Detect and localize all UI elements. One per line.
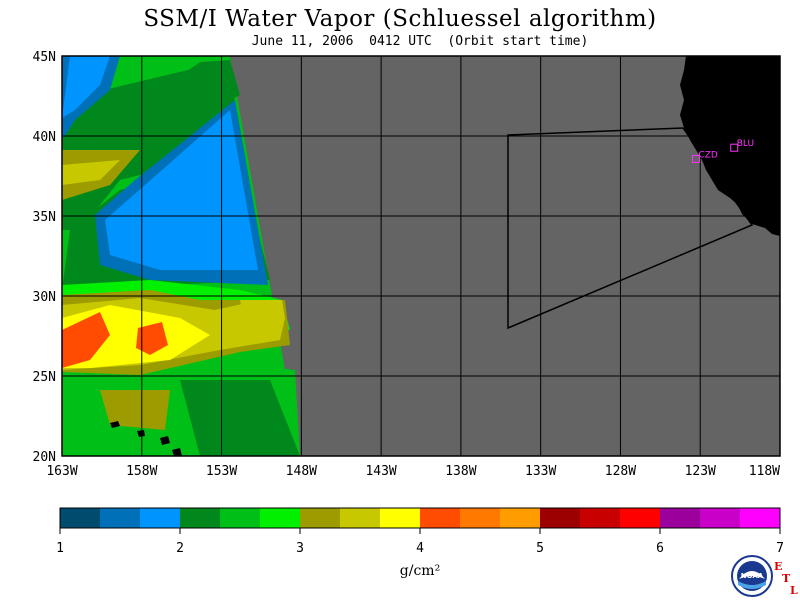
map-title: SSM/I Water Vapor (Schluessel algorithm)	[143, 6, 657, 32]
etl-logo: E T L	[772, 560, 800, 598]
colorbar-tick-label: 4	[416, 541, 424, 556]
lon-axis-labels: 163W 158W 153W 148W 143W 138W 133W 128W 123W 118W	[46, 464, 780, 479]
colorbar	[59, 507, 781, 529]
lat-tick-label: 20N	[33, 450, 56, 465]
colorbar-swatch	[580, 508, 621, 528]
study-region-outline	[507, 127, 754, 330]
colorbar-swatch	[60, 508, 101, 528]
colorbar-tick-label: 3	[296, 541, 304, 556]
colorbar-swatch	[140, 508, 181, 528]
colorbar-swatch	[500, 508, 541, 528]
colorbar-tick-label: 6	[656, 541, 664, 556]
colorbar-swatch	[700, 508, 741, 528]
colorbar-swatch	[740, 508, 781, 528]
lon-tick-label: 148W	[286, 464, 317, 479]
lon-tick-label: 123W	[685, 464, 716, 479]
colorbar-tick-label: 1	[56, 541, 64, 556]
north-america-land	[680, 56, 780, 236]
lon-tick-label: 128W	[605, 464, 636, 479]
lon-tick-label: 118W	[749, 464, 780, 479]
lon-tick-label: 138W	[445, 464, 476, 479]
lat-tick-label: 45N	[33, 50, 56, 65]
colorbar-swatch	[460, 508, 501, 528]
lat-tick-label: 30N	[33, 290, 56, 305]
noaa-logo-text: NOAA	[741, 572, 764, 580]
colorbar-swatch	[340, 508, 381, 528]
colorbar-swatch	[220, 508, 261, 528]
colorbar-swatch	[540, 508, 581, 528]
lon-tick-label: 143W	[365, 464, 396, 479]
hawaii-islands	[110, 421, 182, 456]
colorbar-labels: 1 2 3 4 5 6 7	[56, 528, 784, 556]
site-markers: CZD BLU	[691, 139, 754, 163]
lat-axis-labels: 45N 40N 35N 30N 25N 20N	[33, 50, 56, 465]
colorbar-swatch	[300, 508, 341, 528]
colorbar-swatch	[100, 508, 141, 528]
noaa-logo: NOAA	[731, 555, 773, 597]
colorbar-swatch	[620, 508, 661, 528]
colorbar-tick-label: 2	[176, 541, 184, 556]
colorbar-swatch	[180, 508, 221, 528]
map-subtitle: June 11, 2006 0412 UTC (Orbit start time…	[251, 34, 589, 49]
lon-tick-label: 163W	[46, 464, 77, 479]
lat-tick-label: 40N	[33, 130, 56, 145]
etl-logo-t: T	[782, 572, 791, 585]
site-marker-blu	[730, 143, 739, 152]
colorbar-swatch	[420, 508, 461, 528]
map-frame	[61, 55, 781, 457]
site-label-blu: BLU	[737, 139, 754, 149]
colorbar-unit-label: g/cm²	[399, 563, 441, 579]
lon-tick-label: 158W	[126, 464, 157, 479]
colorbar-swatch	[380, 508, 421, 528]
etl-logo-l: L	[790, 584, 798, 597]
lat-tick-label: 25N	[33, 370, 56, 385]
lat-tick-label: 35N	[33, 210, 56, 225]
colorbar-swatch	[260, 508, 301, 528]
lon-tick-label: 133W	[525, 464, 556, 479]
graticule	[62, 56, 780, 456]
colorbar-swatch	[660, 508, 701, 528]
site-label-czd: CZD	[698, 150, 717, 160]
site-marker-czd	[691, 154, 700, 163]
colorbar-tick-label: 5	[536, 541, 544, 556]
lon-tick-label: 153W	[206, 464, 237, 479]
water-vapor-swath	[62, 56, 300, 456]
colorbar-tick-label: 7	[776, 541, 784, 556]
etl-logo-e: E	[774, 560, 783, 573]
